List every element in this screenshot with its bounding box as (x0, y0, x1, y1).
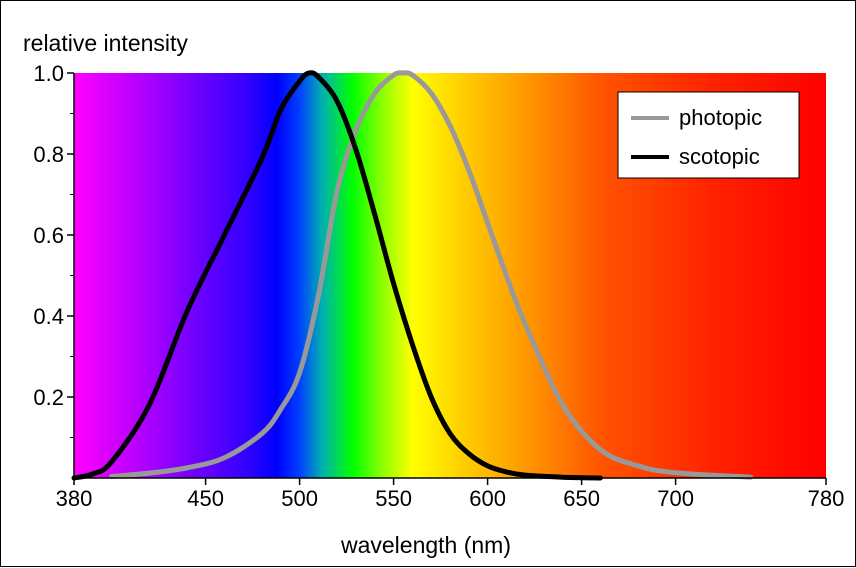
series-lines (71, 70, 754, 481)
x-tick-label-700: 700 (657, 486, 694, 511)
y-axis-label: relative intensity (23, 30, 188, 56)
x-tick-label-550: 550 (375, 486, 412, 511)
y-ticks: 0.2 0.4 0.6 0.8 1.0 (33, 61, 74, 438)
x-axis-label: wavelength (nm) (340, 532, 511, 558)
y-tick-label-0.2: 0.2 (33, 385, 64, 410)
series-line-scotopic (71, 70, 603, 481)
legend-box (617, 91, 800, 179)
y-tick-label-0.4: 0.4 (33, 304, 64, 329)
legend-label-scotopic: scotopic (679, 144, 760, 169)
x-tick-label-450: 450 (187, 486, 224, 511)
y-tick-label-0.6: 0.6 (33, 223, 64, 248)
y-tick-label-0.8: 0.8 (33, 142, 64, 167)
x-tick-label-380: 380 (56, 486, 93, 511)
legend-label-photopic: photopic (679, 105, 762, 130)
series-line-photopic (109, 70, 754, 480)
x-ticks: 380 450 500 550 600 650 700 780 (56, 478, 845, 511)
x-tick-label-600: 600 (469, 486, 506, 511)
y-tick-label-1.0: 1.0 (33, 61, 64, 86)
x-tick-label-650: 650 (563, 486, 600, 511)
legend: photopic scotopic (617, 91, 800, 179)
x-tick-label-500: 500 (281, 486, 318, 511)
x-tick-label-780: 780 (808, 486, 845, 511)
